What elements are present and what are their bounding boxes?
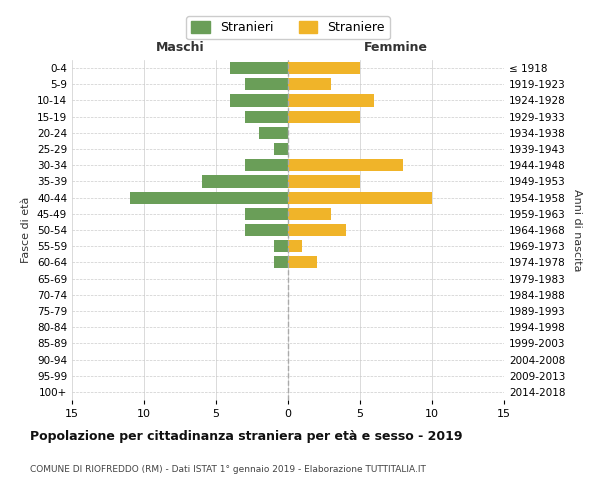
- Bar: [288, 224, 346, 236]
- Y-axis label: Fasce di età: Fasce di età: [22, 197, 31, 263]
- Text: Femmine: Femmine: [364, 40, 428, 54]
- Bar: [288, 208, 331, 220]
- Bar: [245, 159, 288, 172]
- Bar: [230, 62, 288, 74]
- Bar: [288, 256, 317, 268]
- Bar: [274, 256, 288, 268]
- Bar: [288, 240, 302, 252]
- Bar: [288, 78, 331, 90]
- Bar: [288, 110, 360, 122]
- Bar: [245, 208, 288, 220]
- Bar: [288, 62, 360, 74]
- Text: Maschi: Maschi: [155, 40, 205, 54]
- Text: COMUNE DI RIOFREDDO (RM) - Dati ISTAT 1° gennaio 2019 - Elaborazione TUTTITALIA.: COMUNE DI RIOFREDDO (RM) - Dati ISTAT 1°…: [30, 465, 426, 474]
- Text: Popolazione per cittadinanza straniera per età e sesso - 2019: Popolazione per cittadinanza straniera p…: [30, 430, 463, 443]
- Bar: [245, 224, 288, 236]
- Bar: [274, 240, 288, 252]
- Bar: [202, 176, 288, 188]
- Bar: [274, 143, 288, 155]
- Bar: [288, 176, 360, 188]
- Bar: [259, 127, 288, 139]
- Bar: [130, 192, 288, 203]
- Y-axis label: Anni di nascita: Anni di nascita: [572, 188, 582, 271]
- Bar: [288, 192, 432, 203]
- Bar: [230, 94, 288, 106]
- Bar: [245, 78, 288, 90]
- Bar: [288, 159, 403, 172]
- Bar: [288, 94, 374, 106]
- Bar: [245, 110, 288, 122]
- Legend: Stranieri, Straniere: Stranieri, Straniere: [186, 16, 390, 40]
